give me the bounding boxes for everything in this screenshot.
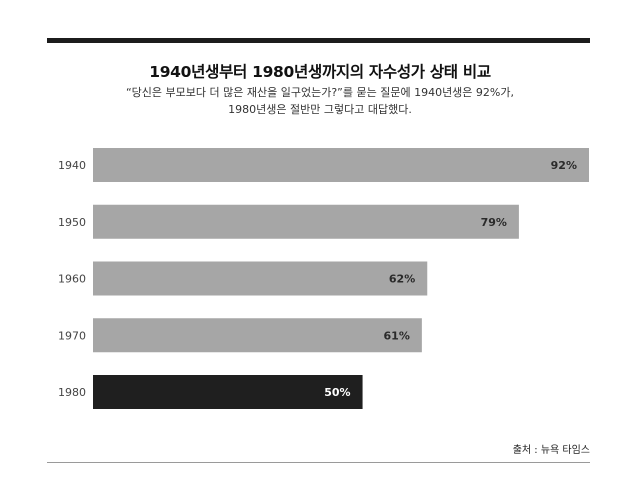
chart-subtitle: “당신은 부모보다 더 많은 재산을 일구었는가?”를 묻는 질문에 1940년…: [0, 84, 640, 118]
value-label-1950: 79%: [481, 216, 507, 229]
value-label-1940: 92%: [551, 159, 577, 172]
category-label-1980: 1980: [58, 386, 86, 399]
value-label-1980: 50%: [324, 386, 350, 399]
bar-1940: [93, 148, 589, 182]
category-label-1940: 1940: [58, 159, 86, 172]
value-label-1960: 62%: [389, 273, 415, 286]
bar-1980: [93, 375, 363, 409]
subtitle-line-1: “당신은 부모보다 더 많은 재산을 일구었는가?”를 묻는 질문에 1940년…: [125, 86, 514, 99]
bottom-rule: [47, 462, 590, 463]
category-label-1950: 1950: [58, 216, 86, 229]
bar-1950: [93, 204, 519, 239]
source-note: 출처 : 뉴욕 타임스: [512, 445, 590, 456]
value-label-1970: 61%: [384, 329, 410, 342]
bar-1960: [93, 261, 428, 296]
top-rule: [47, 38, 590, 43]
chart-title: 1940년생부터 1980년생까지의 자수성가 상태 비교: [149, 63, 491, 81]
category-label-1970: 1970: [58, 329, 86, 342]
bar-1970: [93, 318, 422, 353]
category-label-1960: 1960: [58, 273, 86, 286]
subtitle-line-2: 1980년생은 절반만 그렇다고 대답했다.: [228, 103, 412, 116]
